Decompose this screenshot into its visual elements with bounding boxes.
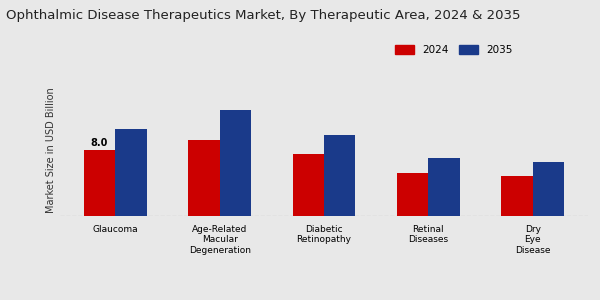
Bar xyxy=(293,154,324,216)
Text: Ophthalmic Disease Therapeutics Market, By Therapeutic Area, 2024 & 2035: Ophthalmic Disease Therapeutics Market, … xyxy=(6,9,521,22)
Text: 8.0: 8.0 xyxy=(90,138,107,148)
Bar xyxy=(502,176,533,216)
Legend: 2024, 2035: 2024, 2035 xyxy=(391,41,517,59)
Bar xyxy=(324,135,355,216)
Bar xyxy=(84,150,115,216)
Bar xyxy=(397,173,428,216)
Bar xyxy=(115,129,146,216)
Bar xyxy=(220,110,251,216)
Bar xyxy=(533,162,564,216)
Bar xyxy=(428,158,460,216)
Bar xyxy=(188,140,220,216)
Y-axis label: Market Size in USD Billion: Market Size in USD Billion xyxy=(46,87,56,213)
